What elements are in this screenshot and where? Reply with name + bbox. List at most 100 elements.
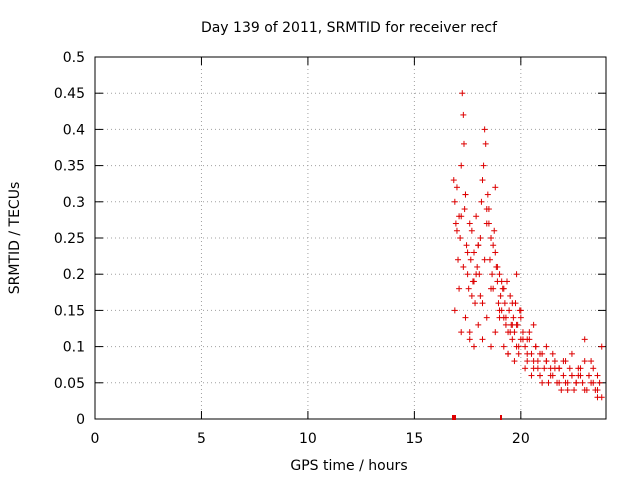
data-point — [479, 177, 486, 184]
y-tick-label: 0 — [76, 412, 85, 428]
data-point — [492, 184, 499, 191]
x-axis-label: GPS time / hours — [290, 458, 407, 474]
data-point — [470, 249, 477, 256]
data-point — [515, 350, 522, 357]
data-point — [596, 379, 603, 386]
data-point — [594, 394, 601, 401]
data-point — [588, 358, 595, 365]
data-point — [483, 314, 490, 321]
data-point — [495, 300, 502, 307]
data-point — [585, 372, 592, 379]
data-point — [501, 300, 508, 307]
data-point — [522, 343, 529, 350]
data-point — [556, 365, 563, 372]
data-points — [450, 90, 605, 401]
data-point — [517, 314, 524, 321]
data-point — [455, 256, 462, 263]
data-point — [451, 307, 458, 314]
data-point — [464, 271, 471, 278]
data-point — [575, 372, 582, 379]
data-point — [509, 336, 516, 343]
x-tick-label: 0 — [91, 431, 100, 447]
data-point — [598, 343, 605, 350]
data-point — [484, 191, 491, 198]
y-tick-label: 0.5 — [63, 50, 85, 66]
data-point — [465, 285, 472, 292]
data-point — [458, 162, 465, 169]
data-point — [528, 372, 535, 379]
data-point — [477, 292, 484, 299]
data-point — [505, 350, 512, 357]
data-point — [496, 307, 503, 314]
data-point — [511, 358, 518, 365]
data-point — [517, 307, 524, 314]
data-point — [486, 256, 493, 263]
data-point — [482, 140, 489, 147]
data-point — [481, 126, 488, 133]
y-tick-label: 0.1 — [63, 340, 85, 356]
data-point — [590, 379, 597, 386]
data-point — [543, 343, 550, 350]
data-point — [551, 358, 558, 365]
data-point — [556, 379, 563, 386]
data-point — [479, 336, 486, 343]
data-point — [480, 162, 487, 169]
data-point — [492, 329, 499, 336]
data-point — [545, 379, 552, 386]
data-point — [560, 372, 567, 379]
y-tick-label: 0.25 — [54, 231, 85, 247]
data-point — [502, 321, 509, 328]
x-tick-label: 5 — [197, 431, 206, 447]
data-point — [485, 206, 492, 213]
data-point — [498, 278, 505, 285]
data-point — [490, 242, 497, 249]
data-point — [457, 235, 464, 241]
chart-title: Day 139 of 2011, SRMTID for receiver rec… — [201, 20, 498, 36]
data-point — [509, 321, 516, 328]
data-point — [473, 271, 480, 278]
data-point — [568, 372, 575, 379]
data-point — [468, 227, 475, 234]
data-point — [506, 307, 513, 314]
y-tick-label: 0.4 — [63, 122, 85, 138]
data-point — [474, 263, 481, 270]
y-tick-label: 0.3 — [63, 195, 85, 211]
data-point — [466, 220, 473, 227]
data-point — [543, 358, 550, 365]
data-point — [524, 336, 531, 343]
data-point — [581, 336, 588, 343]
data-point — [461, 206, 468, 213]
data-point — [534, 365, 541, 372]
data-point — [549, 350, 556, 357]
y-axis-label: SRMTID / TECUs — [7, 182, 23, 295]
data-point — [460, 263, 467, 270]
data-point — [581, 387, 588, 394]
data-point — [524, 358, 531, 365]
y-tick-label: 0.35 — [54, 159, 85, 175]
data-point — [478, 198, 485, 205]
data-point — [458, 329, 465, 336]
x-tick-label: 20 — [512, 431, 530, 447]
data-point — [456, 285, 463, 292]
data-point — [481, 256, 488, 263]
data-point — [473, 213, 480, 220]
data-point — [503, 278, 510, 285]
data-point — [459, 90, 466, 97]
data-point — [539, 379, 546, 386]
marker-b — [500, 415, 502, 420]
data-point — [470, 278, 477, 285]
y-tick-label: 0.45 — [54, 86, 85, 102]
data-point — [491, 227, 498, 234]
x-tick-label: 15 — [405, 431, 423, 447]
y-tick-label: 0.05 — [54, 376, 85, 392]
data-point — [526, 329, 533, 336]
data-point — [594, 372, 601, 379]
data-point — [489, 271, 496, 278]
data-point — [573, 379, 580, 386]
data-point — [477, 235, 484, 241]
data-point — [496, 271, 503, 278]
marker-a — [452, 415, 456, 420]
data-point — [500, 285, 507, 292]
plot-frame — [94, 56, 607, 420]
